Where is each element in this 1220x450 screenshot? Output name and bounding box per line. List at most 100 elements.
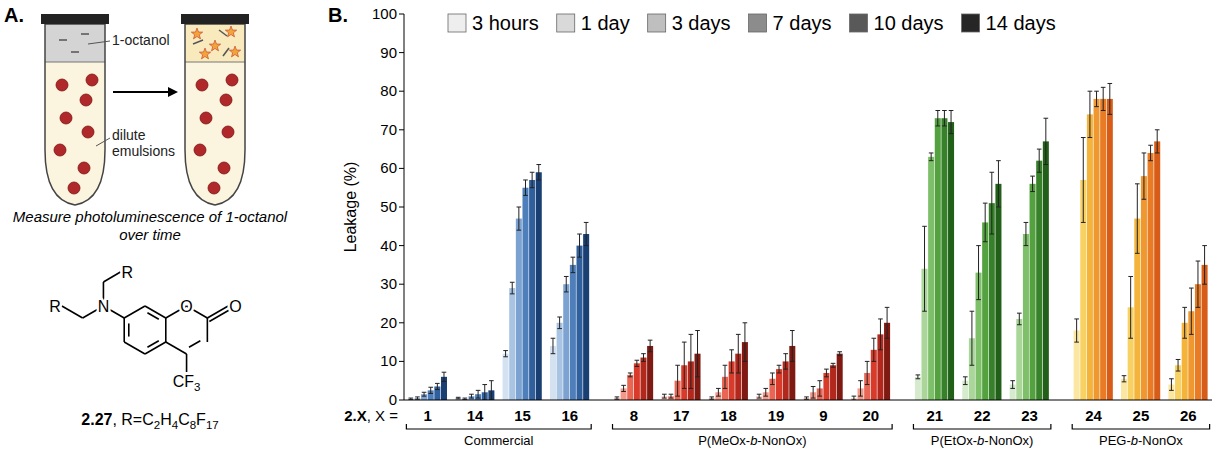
x-tick-label: 1 [424,407,432,424]
emulsion-droplet [200,112,212,124]
interface [185,62,245,63]
bar [941,118,947,400]
panel-a: A.1-octanoldiluteemulsionsMeasure photol… [4,4,288,431]
text-part: P(EtOx- [931,433,977,448]
error-bar [476,390,481,398]
dash [71,51,79,53]
atom-label: O [180,298,192,315]
bond [189,341,200,348]
error-bar [709,397,714,399]
emulsion-droplet [194,144,206,156]
y-tick [399,245,404,246]
error-bar [571,257,576,272]
bond [103,272,120,282]
x-tick-label: 15 [514,407,531,424]
error-bar [970,311,975,365]
error-bar [530,172,535,187]
bar [1043,141,1049,400]
bar [647,346,653,400]
error-bar [729,350,734,373]
emulsion-droplet [226,74,238,86]
error-bar [976,246,981,300]
octanol-layer [183,24,247,62]
error-bar [442,372,447,381]
error-bar [408,398,413,400]
y-tick-label: 10 [380,352,397,369]
octanol-glow [183,24,247,62]
bars [408,83,1208,400]
error-bar [743,323,748,362]
bar [516,219,522,400]
bar [1100,99,1106,400]
error-bar [1122,376,1127,382]
legend-label: 1 day [581,12,630,34]
error-bar [885,307,890,338]
group-label: Commercial [464,433,533,448]
bar [1148,153,1154,400]
y-tick [399,52,404,53]
error-bar [790,331,795,362]
bar [935,118,941,400]
bar [1094,99,1100,400]
bond [147,313,158,320]
error-bar [503,351,508,357]
bar [583,234,589,400]
y-tick [399,168,404,169]
y-tick [399,129,404,130]
bar [928,157,934,400]
bar [576,246,582,400]
error-bar [757,394,762,398]
error-bar [463,398,468,400]
x-tick-label: 16 [562,407,579,424]
emulsion-droplet [218,162,230,174]
group-bracket [913,424,1050,429]
legend-label: 3 days [672,12,731,34]
error-bar [641,354,646,362]
tube-outline [45,24,105,205]
legend-swatch [962,14,980,32]
y-tick-label: 0 [389,391,397,408]
figure: A.1-octanoldiluteemulsionsMeasure photol… [0,0,1220,450]
bond [123,318,125,342]
group-label: P(MeOx-b-NonOx) [698,433,806,448]
error-bar [682,342,687,388]
error-bar [996,161,1001,207]
error-bar [716,388,721,396]
fluorophore-star [199,48,210,59]
y-tick [399,207,404,208]
y-tick-label: 40 [380,237,397,254]
dash [219,30,227,36]
text-part: Commercial [464,433,533,448]
text-part: H [160,411,172,428]
bar [1036,161,1042,400]
error-bar [1094,91,1099,106]
text-part: N [98,298,110,315]
error-bar [648,340,653,352]
text-part: -NonOx) [757,433,806,448]
arrow-head [168,87,178,97]
error-bar [1148,145,1153,160]
text-part: F [196,411,206,428]
error-bar [482,385,487,400]
emulsion-layer [183,24,247,214]
atom-label: O [229,298,241,315]
error-bar [564,276,569,291]
text-part: b [1131,433,1138,448]
structure: NOOCF3RR [49,264,241,393]
text-part: 17 [206,419,219,431]
emulsion-droplet [80,94,92,106]
layer-label: diluteemulsions [112,127,175,159]
y-tick [399,361,404,362]
fluorophore-star [191,28,202,39]
y-axis-title: Leakage (%) [342,162,359,253]
error-bar [551,338,556,353]
error-bar [1128,276,1133,338]
atom-label: CF3 [173,373,201,393]
legend-label: 7 days [773,12,832,34]
error-bar [1176,359,1181,371]
error-bar [763,388,768,396]
error-bar [1044,118,1049,164]
text-part: R [49,298,61,315]
error-bar [1155,130,1160,153]
bond [124,342,145,354]
